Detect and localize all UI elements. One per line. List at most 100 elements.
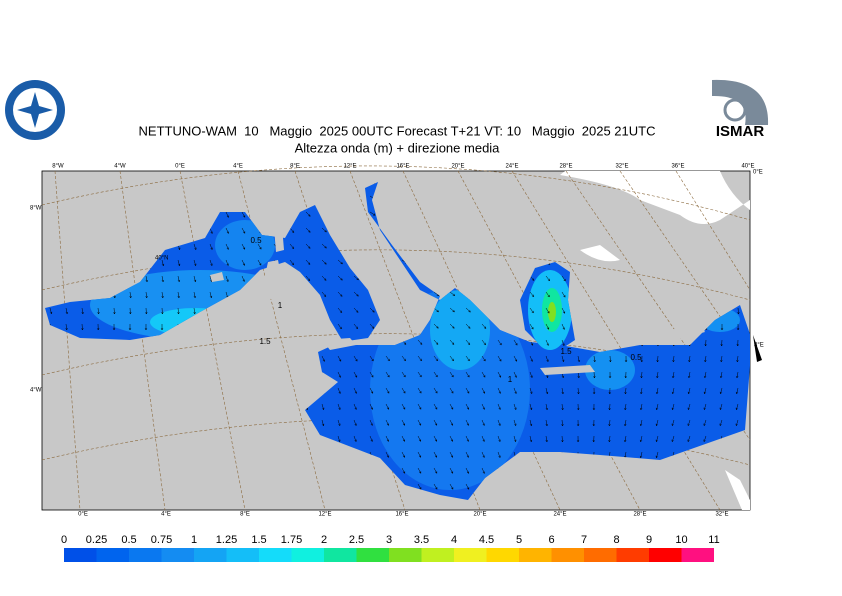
direction-arrow	[735, 403, 739, 410]
direction-arrow	[321, 259, 327, 265]
direction-arrow	[97, 323, 100, 331]
direction-arrow	[671, 403, 675, 410]
direction-arrow	[513, 419, 517, 426]
lon-label: 24°E	[505, 164, 518, 170]
direction-arrow	[624, 355, 628, 363]
direction-arrow	[193, 259, 197, 266]
lon-label: 16°E	[395, 512, 408, 518]
direction-arrow	[529, 387, 533, 394]
direction-arrow	[640, 371, 643, 379]
direction-arrow	[720, 323, 724, 331]
direction-arrow	[129, 291, 132, 299]
direction-arrow	[655, 419, 659, 426]
direction-arrow	[481, 355, 486, 362]
direction-arrow	[561, 323, 565, 330]
direction-arrow	[401, 387, 406, 394]
contour-label: 0.5	[630, 353, 642, 362]
direction-arrow	[369, 387, 374, 394]
colorbar-label: 4	[451, 534, 457, 546]
direction-arrow	[97, 307, 100, 315]
direction-arrow	[624, 403, 627, 411]
lon-label: 0°E	[78, 512, 88, 518]
colorbar-label: 11	[708, 534, 719, 546]
colorbar-box	[389, 548, 422, 562]
direction-arrow	[81, 307, 84, 315]
direction-arrow	[497, 435, 501, 442]
direction-arrow	[736, 339, 739, 347]
direction-arrow	[49, 307, 53, 314]
direction-arrow	[129, 307, 132, 315]
direction-arrow	[640, 387, 643, 395]
direction-arrow	[449, 419, 454, 426]
direction-arrow	[321, 275, 327, 281]
direction-arrow	[561, 339, 565, 346]
direction-arrow	[639, 419, 643, 427]
direction-arrow	[337, 371, 341, 378]
direction-arrow	[592, 435, 595, 443]
contour-label: 1.5	[259, 337, 271, 346]
direction-arrow	[561, 291, 566, 298]
direction-arrow	[353, 387, 357, 394]
direction-arrow	[640, 355, 644, 363]
direction-arrow	[703, 435, 707, 442]
direction-arrow	[401, 355, 406, 362]
direction-arrow	[385, 419, 389, 426]
direction-arrow	[736, 323, 740, 331]
direction-arrow	[656, 371, 659, 379]
colorbar-box	[551, 548, 584, 562]
direction-arrow	[449, 355, 454, 362]
direction-arrow	[577, 387, 580, 395]
direction-arrow	[353, 435, 357, 442]
direction-arrow	[369, 355, 374, 362]
direction-arrow	[671, 419, 675, 426]
direction-arrow	[624, 419, 627, 427]
direction-arrow	[225, 275, 229, 282]
logo-right: ISMAR	[710, 78, 770, 142]
colorbar-box	[291, 548, 324, 562]
colorbar-label: 3.5	[414, 534, 429, 546]
direction-arrow	[225, 259, 229, 266]
direction-arrow	[736, 355, 739, 363]
direction-arrow	[209, 227, 213, 234]
direction-arrow	[193, 275, 197, 282]
direction-arrow	[640, 403, 643, 411]
colorbar-label: 7	[581, 534, 587, 546]
direction-arrow	[144, 323, 148, 331]
direction-arrow	[401, 419, 406, 426]
direction-arrow	[321, 403, 325, 410]
direction-arrow	[608, 387, 612, 395]
direction-arrow	[529, 419, 533, 427]
direction-arrow	[639, 435, 643, 443]
direction-arrow	[481, 339, 486, 346]
lon-label: 0°E	[175, 164, 185, 170]
direction-arrow	[161, 291, 164, 299]
direction-arrow	[305, 275, 311, 281]
direction-arrow	[369, 323, 375, 329]
direction-arrow	[321, 227, 327, 233]
map: 8°W 4°W 0°E 4°E 8°E 12°E 16°E 20°E 24°E 28°E 32°E 3…	[30, 164, 764, 518]
direction-arrow	[577, 355, 581, 363]
direction-arrow	[433, 435, 438, 442]
direction-arrow	[337, 275, 343, 281]
direction-arrow	[160, 323, 164, 331]
direction-arrow	[561, 307, 566, 314]
direction-arrow	[401, 435, 405, 442]
direction-arrow	[687, 403, 691, 410]
direction-arrow	[193, 307, 196, 315]
direction-arrow	[703, 403, 707, 410]
direction-arrow	[576, 419, 580, 427]
direction-arrow	[449, 323, 455, 329]
direction-arrow	[687, 419, 691, 426]
direction-arrow	[145, 291, 148, 299]
direction-arrow	[592, 387, 596, 395]
direction-arrow	[529, 403, 533, 410]
colorbar-label: 1.5	[251, 534, 266, 546]
direction-arrow	[225, 227, 229, 234]
direction-arrow	[433, 323, 439, 329]
logo-text: ISMAR	[716, 123, 765, 140]
direction-arrow	[545, 307, 550, 314]
direction-arrow	[688, 355, 691, 363]
colorbar-label: 1.25	[216, 534, 237, 546]
direction-arrow	[449, 307, 455, 313]
